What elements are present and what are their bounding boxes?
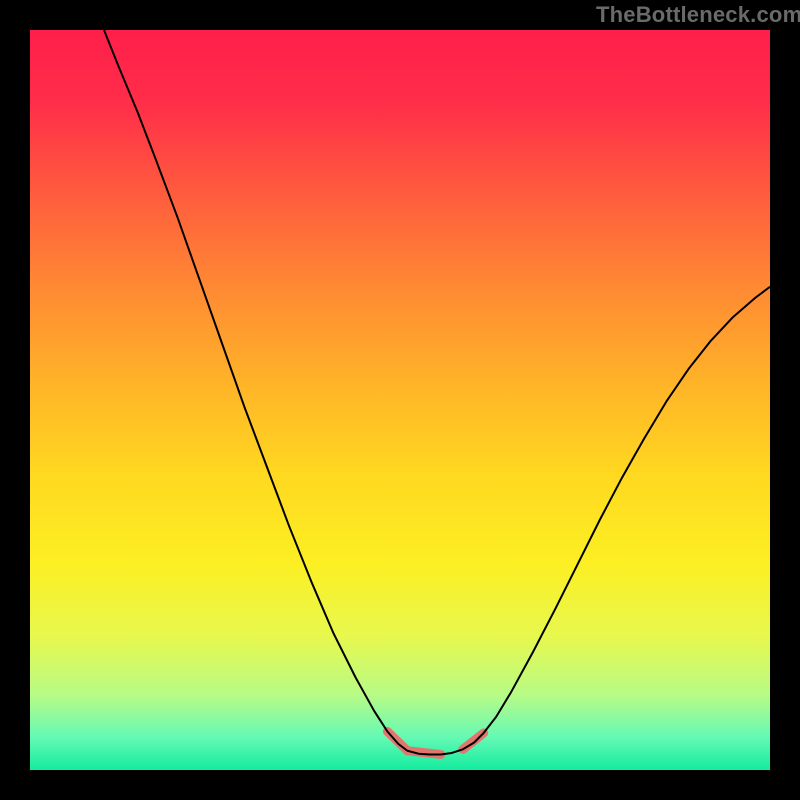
plot-area — [30, 30, 770, 770]
chart-frame: TheBottleneck.com — [0, 0, 800, 800]
background-gradient — [30, 30, 770, 770]
watermark-label: TheBottleneck.com — [596, 2, 800, 28]
